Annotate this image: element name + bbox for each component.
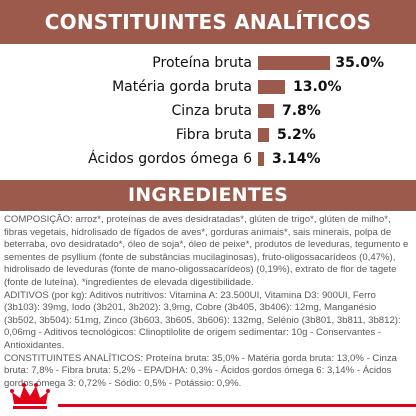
brand-divider-line [58, 404, 416, 407]
analytics-bars: Proteína bruta 35.0% Matéria gorda bruta… [0, 52, 416, 172]
ingredients-text: COMPOSIÇÃO: arroz*, proteínas de aves de… [4, 214, 410, 390]
analytics-bar [258, 128, 269, 142]
analytics-value: 5.2% [277, 127, 316, 143]
analytics-bar [258, 152, 264, 166]
royal-canin-crown-icon [10, 383, 50, 409]
analytics-value: 3.14% [272, 151, 321, 167]
analytics-label: Ácidos gordos ómega 6 [88, 151, 252, 167]
analytics-row: Fibra bruta 5.2% [0, 124, 416, 146]
analytics-bar [258, 80, 285, 94]
analytics-row: Proteína bruta 35.0% [0, 52, 416, 74]
ingredients-title: INGREDIENTES [0, 180, 416, 211]
analytics-bar [258, 56, 330, 70]
ingredients-constituents: CONSTITUINTES ANALÍTICOS: Proteína bruta… [4, 352, 397, 389]
analytics-label: Matéria gorda bruta [112, 79, 252, 95]
ingredients-composition: COMPOSIÇÃO: arroz*, proteínas de aves de… [4, 214, 409, 288]
analytics-row: Cinza bruta 7.8% [0, 100, 416, 122]
analytics-value: 7.8% [282, 103, 321, 119]
analytics-label: Cinza bruta [171, 103, 253, 119]
analytics-row: Ácidos gordos ómega 6 3.14% [0, 148, 416, 170]
analytics-label: Proteína bruta [152, 55, 252, 71]
analytics-value: 13.0% [293, 79, 342, 95]
analytics-title: CONSTITUINTES ANALÍTICOS [0, 0, 416, 44]
analytics-bar [258, 104, 274, 118]
analytics-row: Matéria gorda bruta 13.0% [0, 76, 416, 98]
ingredients-additives: ADITIVOS (por kg): Aditivos nutritivos: … [4, 289, 401, 351]
analytics-label: Fibra bruta [175, 127, 252, 143]
analytics-value: 35.0% [335, 55, 384, 71]
